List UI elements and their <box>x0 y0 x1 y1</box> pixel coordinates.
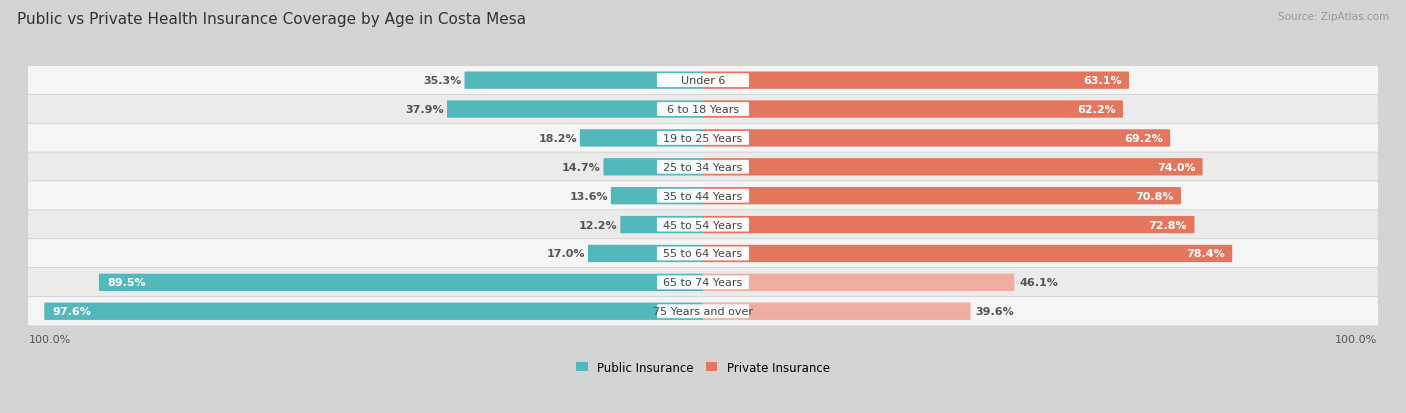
Text: 6 to 18 Years: 6 to 18 Years <box>666 105 740 115</box>
FancyBboxPatch shape <box>28 297 1378 326</box>
Text: 35 to 44 Years: 35 to 44 Years <box>664 191 742 201</box>
Text: 14.7%: 14.7% <box>562 162 600 172</box>
Text: 69.2%: 69.2% <box>1125 133 1163 144</box>
Text: Under 6: Under 6 <box>681 76 725 86</box>
FancyBboxPatch shape <box>703 130 1170 147</box>
FancyBboxPatch shape <box>657 218 749 232</box>
FancyBboxPatch shape <box>28 95 1378 124</box>
FancyBboxPatch shape <box>657 161 749 174</box>
Legend: Public Insurance, Private Insurance: Public Insurance, Private Insurance <box>571 356 835 378</box>
Text: 78.4%: 78.4% <box>1187 249 1225 259</box>
FancyBboxPatch shape <box>657 247 749 261</box>
FancyBboxPatch shape <box>657 132 749 145</box>
Text: 70.8%: 70.8% <box>1135 191 1174 201</box>
Text: 18.2%: 18.2% <box>538 133 576 144</box>
Text: 75 Years and over: 75 Years and over <box>652 306 754 316</box>
FancyBboxPatch shape <box>588 245 703 263</box>
FancyBboxPatch shape <box>657 74 749 88</box>
Text: 45 to 54 Years: 45 to 54 Years <box>664 220 742 230</box>
Text: 17.0%: 17.0% <box>547 249 585 259</box>
Text: 89.5%: 89.5% <box>107 278 146 288</box>
FancyBboxPatch shape <box>703 303 970 320</box>
Text: 25 to 34 Years: 25 to 34 Years <box>664 162 742 172</box>
Text: 55 to 64 Years: 55 to 64 Years <box>664 249 742 259</box>
FancyBboxPatch shape <box>447 101 703 119</box>
Text: 65 to 74 Years: 65 to 74 Years <box>664 278 742 288</box>
Text: 97.6%: 97.6% <box>53 306 91 316</box>
FancyBboxPatch shape <box>98 274 703 291</box>
Text: 100.0%: 100.0% <box>28 334 70 344</box>
FancyBboxPatch shape <box>703 274 1014 291</box>
Text: 12.2%: 12.2% <box>579 220 617 230</box>
FancyBboxPatch shape <box>703 245 1232 263</box>
Text: 62.2%: 62.2% <box>1077 105 1116 115</box>
FancyBboxPatch shape <box>657 276 749 290</box>
Text: 13.6%: 13.6% <box>569 191 607 201</box>
FancyBboxPatch shape <box>28 239 1378 268</box>
Text: 74.0%: 74.0% <box>1157 162 1195 172</box>
FancyBboxPatch shape <box>28 124 1378 153</box>
Text: 35.3%: 35.3% <box>423 76 461 86</box>
Text: 63.1%: 63.1% <box>1083 76 1122 86</box>
Text: 39.6%: 39.6% <box>976 306 1014 316</box>
FancyBboxPatch shape <box>657 103 749 117</box>
FancyBboxPatch shape <box>28 182 1378 211</box>
FancyBboxPatch shape <box>44 303 703 320</box>
Text: 72.8%: 72.8% <box>1149 220 1187 230</box>
FancyBboxPatch shape <box>28 210 1378 240</box>
FancyBboxPatch shape <box>703 72 1129 90</box>
FancyBboxPatch shape <box>703 188 1181 205</box>
FancyBboxPatch shape <box>28 153 1378 182</box>
FancyBboxPatch shape <box>603 159 703 176</box>
Text: 19 to 25 Years: 19 to 25 Years <box>664 133 742 144</box>
FancyBboxPatch shape <box>579 130 703 147</box>
FancyBboxPatch shape <box>657 189 749 203</box>
FancyBboxPatch shape <box>657 304 749 318</box>
Text: 100.0%: 100.0% <box>1336 334 1378 344</box>
Text: Source: ZipAtlas.com: Source: ZipAtlas.com <box>1278 12 1389 22</box>
FancyBboxPatch shape <box>28 268 1378 297</box>
Text: Public vs Private Health Insurance Coverage by Age in Costa Mesa: Public vs Private Health Insurance Cover… <box>17 12 526 27</box>
FancyBboxPatch shape <box>703 216 1195 234</box>
Text: 37.9%: 37.9% <box>405 105 444 115</box>
FancyBboxPatch shape <box>28 66 1378 96</box>
FancyBboxPatch shape <box>703 159 1202 176</box>
FancyBboxPatch shape <box>610 188 703 205</box>
Text: 46.1%: 46.1% <box>1019 278 1059 288</box>
FancyBboxPatch shape <box>703 101 1123 119</box>
FancyBboxPatch shape <box>620 216 703 234</box>
FancyBboxPatch shape <box>464 72 703 90</box>
